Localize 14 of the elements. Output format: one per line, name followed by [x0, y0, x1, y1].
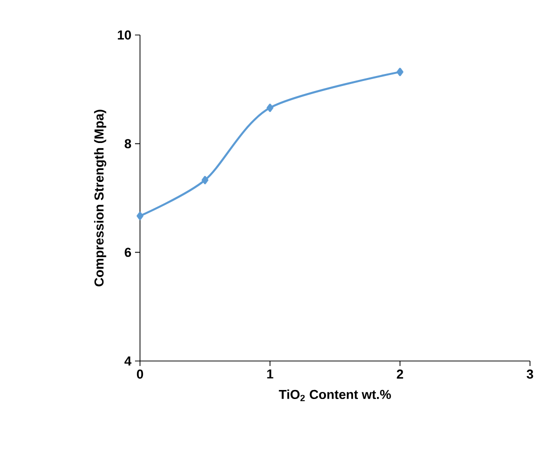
point [202, 176, 208, 184]
y-tick-label: 8 [124, 139, 132, 148]
point [136, 212, 144, 220]
y-axis-title: Compression Strength (Mpa) [94, 110, 106, 286]
y-tick-label: 4 [124, 356, 132, 366]
y-tick-label: 6 [124, 248, 132, 257]
point [266, 104, 274, 112]
x-tick-label: 2 [396, 370, 404, 379]
x-tick-label: 0 [136, 370, 144, 379]
y-tick-label: 10 [118, 30, 131, 40]
x-tick-label: 1 [267, 370, 274, 378]
point [396, 68, 404, 76]
x-axis-title: TiO$_{2}$ Content wt.% [278, 390, 391, 402]
x-tick-label: 3 [526, 370, 534, 379]
